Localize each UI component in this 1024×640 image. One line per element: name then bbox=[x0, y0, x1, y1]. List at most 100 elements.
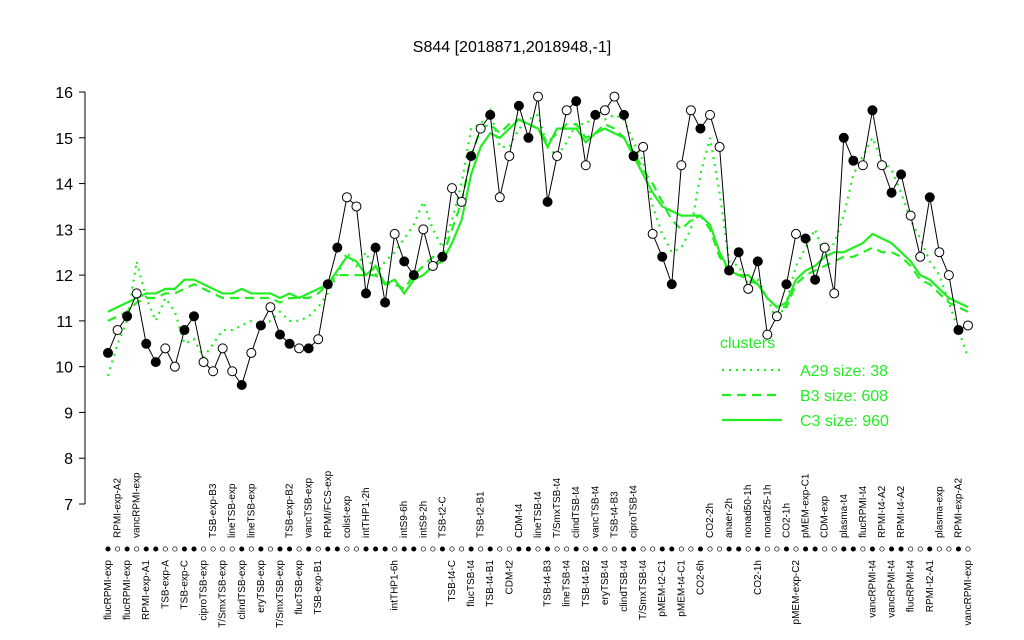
y-tick-label: 11 bbox=[56, 314, 73, 331]
x-tick-label: clindTSB-exp bbox=[237, 560, 248, 620]
rug-dot bbox=[153, 546, 159, 552]
rug-dot bbox=[726, 546, 732, 552]
rug-dot bbox=[296, 546, 302, 552]
data-point bbox=[408, 270, 419, 281]
data-point bbox=[666, 279, 677, 290]
data-point bbox=[236, 379, 247, 390]
rug-dot bbox=[344, 546, 350, 552]
x-tick-label: flucRPMI-t4 bbox=[858, 485, 869, 538]
data-point bbox=[112, 325, 123, 336]
data-point bbox=[896, 169, 907, 180]
data-point bbox=[141, 338, 152, 349]
x-tick-label: TSB-t4-B3 bbox=[543, 560, 554, 607]
x-tick-label: ciproTSB-exp bbox=[199, 560, 210, 621]
rug-dot bbox=[640, 546, 646, 552]
x-tick-label: CO2-2h bbox=[705, 503, 716, 538]
data-point bbox=[657, 251, 668, 262]
x-tick-label: vancTSB-t4 bbox=[590, 485, 601, 538]
data-point bbox=[513, 100, 524, 111]
rug-dot bbox=[306, 546, 312, 552]
rug-dot bbox=[898, 546, 904, 552]
rug-dot bbox=[678, 546, 684, 552]
data-point bbox=[829, 288, 840, 299]
data-point bbox=[427, 260, 438, 271]
rug-dot bbox=[659, 546, 665, 552]
x-tick-label: eryTSB-exp bbox=[256, 560, 267, 613]
y-tick-label: 12 bbox=[55, 268, 73, 285]
x-tick-label: T/SmxTSB-exp bbox=[275, 560, 286, 628]
data-point bbox=[924, 192, 935, 203]
rug-dot bbox=[392, 546, 398, 552]
rug-dot bbox=[478, 546, 484, 552]
rug-dot bbox=[229, 546, 235, 552]
data-point bbox=[351, 201, 362, 212]
rug-dot bbox=[459, 546, 465, 552]
data-point bbox=[361, 288, 371, 299]
rug-dot bbox=[889, 546, 895, 552]
rug-dot bbox=[965, 546, 971, 552]
rug-dot bbox=[554, 546, 560, 552]
rug-dot bbox=[592, 546, 598, 552]
legend-label: A29 size: 38 bbox=[800, 363, 888, 380]
x-tick-label: TSB-t4-B1 bbox=[485, 560, 496, 607]
data-point bbox=[953, 325, 964, 336]
data-point bbox=[284, 338, 295, 349]
data-point bbox=[294, 343, 305, 354]
data-point bbox=[475, 123, 486, 134]
data-point bbox=[714, 141, 725, 152]
data-point bbox=[303, 343, 314, 354]
rug-dot bbox=[803, 546, 809, 552]
rug-dot bbox=[411, 546, 417, 552]
data-point bbox=[179, 325, 190, 336]
data-point bbox=[580, 160, 591, 171]
x-tick-label: flucTSB-exp bbox=[294, 560, 305, 615]
y-tick-label: 15 bbox=[55, 131, 73, 148]
data-point bbox=[771, 311, 782, 322]
data-point bbox=[246, 347, 257, 358]
rug-dot bbox=[353, 546, 359, 552]
data-point bbox=[676, 160, 687, 171]
data-point bbox=[265, 302, 276, 313]
rug-dot bbox=[650, 546, 656, 552]
rug-dot bbox=[258, 546, 264, 552]
x-tick-label: RPMI-exp-A1 bbox=[141, 560, 152, 620]
data-point bbox=[160, 343, 171, 354]
x-tick-label: vancRPMI-exp bbox=[963, 560, 974, 626]
x-tick-label: lineTSB-exp bbox=[246, 483, 257, 538]
rug-dot bbox=[621, 546, 627, 552]
data-point bbox=[819, 242, 830, 253]
x-tick-label: colist-exp bbox=[342, 495, 353, 538]
x-tick-label: RPMI-t4-A2 bbox=[877, 485, 888, 538]
chart-title: S844 [2018871,2018948,-1] bbox=[413, 39, 611, 56]
data-point bbox=[131, 288, 142, 299]
rug-dot bbox=[115, 546, 121, 552]
data-point bbox=[561, 105, 572, 116]
x-tick-label: vancRPMI-exp bbox=[132, 472, 143, 538]
x-tick-label: TSB-t4-B3 bbox=[609, 491, 620, 538]
x-tick-label: CDM-t2 bbox=[504, 560, 515, 595]
data-point bbox=[695, 123, 706, 134]
data-point bbox=[523, 132, 534, 143]
x-tick-label: RPMI-t4-A2 bbox=[896, 485, 907, 538]
y-tick-label: 14 bbox=[55, 177, 73, 194]
rug-dot bbox=[382, 546, 388, 552]
data-point bbox=[647, 228, 658, 239]
x-tick-label: TSB-exp-B1 bbox=[313, 560, 324, 615]
rug-dot bbox=[277, 546, 283, 552]
rug-dot bbox=[841, 546, 847, 552]
x-tick-label: vancRPMI-t4 bbox=[887, 560, 898, 618]
data-point bbox=[217, 343, 228, 354]
cluster-line bbox=[107, 118, 969, 313]
x-tick-label: intTHP1-6h bbox=[390, 560, 401, 611]
x-tick-label: flucTSB-t4 bbox=[466, 560, 477, 607]
rug-dot bbox=[535, 546, 541, 552]
data-point bbox=[255, 320, 266, 331]
data-point bbox=[867, 105, 878, 116]
x-tick-label: TSB-t2-B1 bbox=[476, 491, 487, 538]
x-tick-label: RPMI/FCS-exp bbox=[323, 470, 334, 538]
rug-dot bbox=[717, 546, 723, 552]
data-point bbox=[571, 96, 582, 107]
rug-dot bbox=[430, 546, 436, 552]
x-tick-label: plasma-exp bbox=[934, 486, 945, 538]
x-tick-label: clindTSB-t4 bbox=[571, 486, 582, 538]
